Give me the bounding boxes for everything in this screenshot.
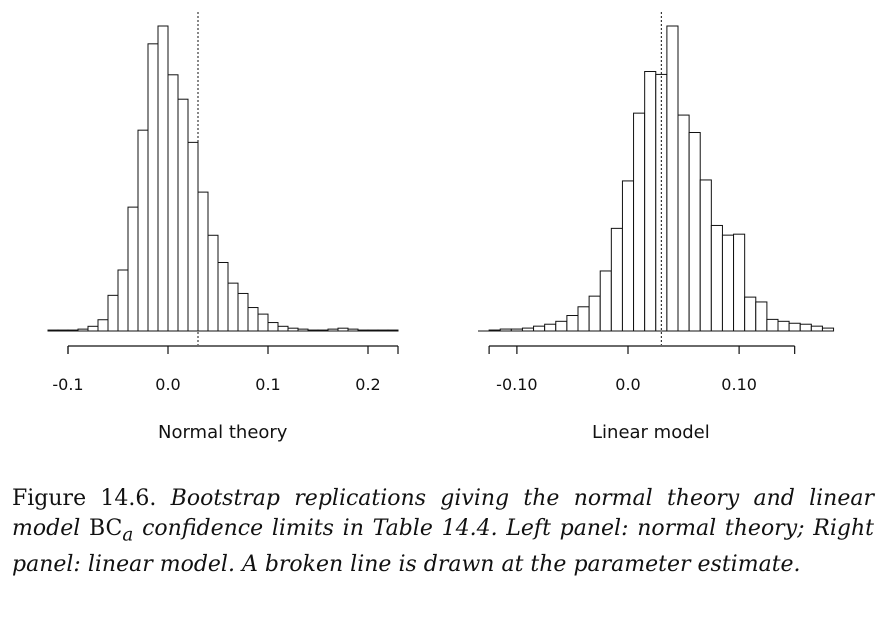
histogram-bar <box>147 43 159 332</box>
x-tick-label: -0.10 <box>496 375 537 394</box>
histogram-bar <box>821 327 835 332</box>
histogram-bar <box>566 315 579 332</box>
caption-label: Figure 14.6. <box>12 486 157 511</box>
histogram-bar <box>207 234 219 332</box>
histogram-bar <box>599 270 612 332</box>
caption-bca-sub: a <box>122 524 134 546</box>
x-tick-label: 0.1 <box>255 375 280 394</box>
histogram-bar <box>788 322 801 332</box>
x-tick-label: -0.1 <box>52 375 83 394</box>
histogram-bar <box>187 141 199 332</box>
x-tick-label: 0.10 <box>721 375 757 394</box>
histogram-bar <box>677 114 690 332</box>
histogram-bar <box>347 328 359 332</box>
histogram-bar <box>97 319 109 332</box>
histogram-bar <box>533 325 546 332</box>
histogram-bar <box>67 329 79 332</box>
caption-text-part1: Bootstrap replications giving the normal… <box>12 486 874 541</box>
x-tick-label: 0.2 <box>355 375 380 394</box>
histogram-bar <box>766 318 779 332</box>
histogram-figure: -0.1 0.0 0.1 0.2 -0.10 0.0 0.10 <box>47 12 835 394</box>
histogram-bar <box>317 329 329 332</box>
histogram-bar <box>47 329 59 332</box>
histogram-bar <box>267 322 279 332</box>
histogram-bar <box>510 328 523 332</box>
histogram-bar <box>197 191 209 332</box>
histogram-bar <box>555 320 568 332</box>
histogram-bar <box>799 323 812 332</box>
right-panel-histogram: -0.10 0.0 0.10 <box>478 12 835 394</box>
histogram-bar <box>544 323 557 332</box>
histogram-bar <box>227 282 239 332</box>
histogram-bar <box>733 233 746 332</box>
x-tick-label: 0.0 <box>615 375 640 394</box>
histogram-bar <box>237 292 249 332</box>
histogram-bar <box>87 325 99 332</box>
histogram-bar <box>177 98 189 332</box>
histogram-bar <box>157 25 169 332</box>
histogram-bar <box>644 71 657 332</box>
histogram-bar <box>107 294 119 332</box>
histogram-bar <box>744 296 757 332</box>
histogram-bar <box>307 329 319 332</box>
histogram-bar <box>357 329 369 332</box>
histogram-bar <box>77 328 89 332</box>
histogram-bar <box>247 307 259 332</box>
histogram-bar <box>699 179 712 332</box>
histogram-bar <box>287 327 299 332</box>
figure-caption: Figure 14.6. Bootstrap replications givi… <box>12 484 874 580</box>
histogram-bar <box>588 295 601 332</box>
left-panel-histogram: -0.1 0.0 0.1 0.2 <box>47 12 399 394</box>
x-tick-label: 0.0 <box>155 375 180 394</box>
histogram-bar <box>710 224 723 332</box>
histogram-bar <box>621 180 635 332</box>
histogram-bar <box>721 234 735 332</box>
histogram-bar <box>257 313 269 332</box>
histogram-bar <box>777 320 790 332</box>
histogram-bar <box>666 25 679 332</box>
histogram-bar <box>610 227 623 332</box>
histogram-bar <box>367 329 379 332</box>
histogram-bar <box>377 329 389 332</box>
caption-text-part2: confidence limits in Table 14.4. Left pa… <box>12 516 874 578</box>
histogram-bar <box>488 329 501 332</box>
histogram-bar <box>137 129 149 332</box>
right-panel-xlabel: Linear model <box>592 422 710 443</box>
histogram-bar <box>327 328 339 332</box>
histogram-bar <box>217 261 229 332</box>
histogram-bar <box>297 328 309 332</box>
caption-bca: BCa <box>88 516 133 545</box>
histogram-bar <box>387 329 399 332</box>
histogram-bar <box>633 112 646 332</box>
histogram-bar <box>688 132 701 332</box>
histogram-bar <box>521 327 535 332</box>
histogram-bar <box>57 329 69 332</box>
histogram-bar <box>167 74 179 332</box>
caption-bca-main: BC <box>88 516 123 541</box>
histogram-bar <box>337 327 349 332</box>
histogram-bar <box>755 301 768 332</box>
histogram-bar <box>127 206 139 332</box>
histogram-bar <box>117 269 129 332</box>
histogram-bar <box>499 328 512 332</box>
histogram-bar <box>810 325 823 332</box>
histogram-bar <box>577 306 590 332</box>
histogram-bar <box>277 325 289 332</box>
left-panel-xlabel: Normal theory <box>158 422 288 443</box>
